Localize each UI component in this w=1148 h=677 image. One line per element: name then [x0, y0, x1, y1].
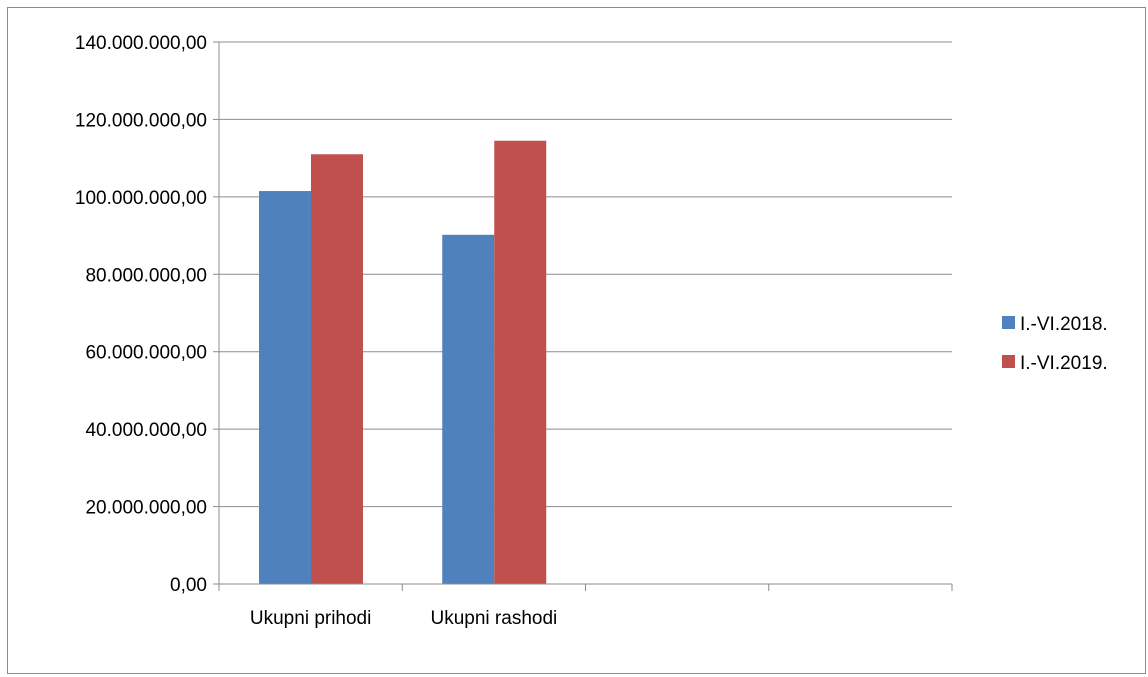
x-tick-label: Ukupni rashodi	[431, 608, 558, 629]
y-tick-label: 40.000.000,00	[85, 420, 207, 441]
bars	[259, 140, 547, 585]
bar	[259, 191, 311, 585]
legend-label: I.-VI.2018.	[1020, 314, 1108, 335]
bar	[442, 234, 495, 584]
y-tick-label: 100.000.000,00	[75, 188, 207, 209]
y-tick-label: 0,00	[170, 575, 207, 596]
y-tick-label: 140.000.000,00	[75, 33, 207, 54]
bar	[494, 140, 547, 584]
bar	[311, 154, 363, 584]
y-tick-label: 60.000.000,00	[85, 343, 207, 364]
tick-labels: 0,00 20.000.000,00 40.000.000,00 60.000.000…	[75, 33, 557, 629]
legend: I.-VI.2018. I.-VI.2019.	[1002, 314, 1108, 374]
legend-label: I.-VI.2019.	[1020, 353, 1108, 374]
axes	[213, 41, 953, 591]
y-tick-label: 80.000.000,00	[85, 265, 207, 286]
legend-swatch	[1002, 355, 1015, 368]
chart-frame	[7, 7, 1146, 674]
legend-swatch	[1002, 316, 1015, 329]
y-tick-label: 120.000.000,00	[75, 110, 207, 131]
x-tick-label: Ukupni prihodi	[250, 608, 371, 629]
y-tick-label: 20.000.000,00	[85, 498, 207, 519]
